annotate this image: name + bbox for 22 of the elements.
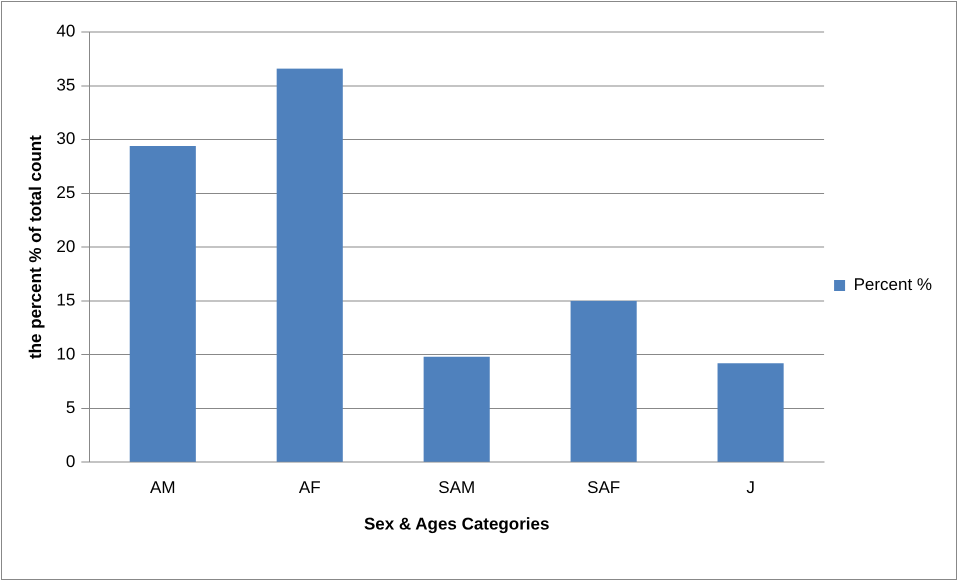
bar bbox=[130, 146, 196, 462]
y-tick-label: 5 bbox=[66, 398, 76, 418]
x-axis-title: Sex & Ages Categories bbox=[364, 514, 550, 534]
bar bbox=[424, 356, 490, 462]
y-tick-label: 0 bbox=[66, 452, 76, 471]
y-tick-label: 30 bbox=[56, 129, 76, 148]
x-tick-label: SAM bbox=[438, 478, 476, 498]
bar bbox=[276, 68, 343, 462]
x-tick-label: J bbox=[746, 478, 755, 498]
y-tick-label: 10 bbox=[56, 344, 76, 364]
y-tick-label: 15 bbox=[56, 290, 76, 310]
bar bbox=[570, 300, 637, 462]
legend-label: Percent % bbox=[854, 275, 932, 294]
bar bbox=[718, 363, 784, 462]
y-tick-label: 25 bbox=[56, 183, 76, 202]
x-tick-label: AM bbox=[150, 478, 176, 498]
y-tick-label: 40 bbox=[56, 22, 76, 41]
y-tick-label: 20 bbox=[56, 236, 76, 256]
x-tick-label: AF bbox=[298, 478, 321, 498]
y-tick-label: 35 bbox=[56, 75, 76, 94]
x-tick-label: SAF bbox=[587, 478, 620, 498]
y-axis-title: the percent % of total count bbox=[26, 134, 45, 360]
